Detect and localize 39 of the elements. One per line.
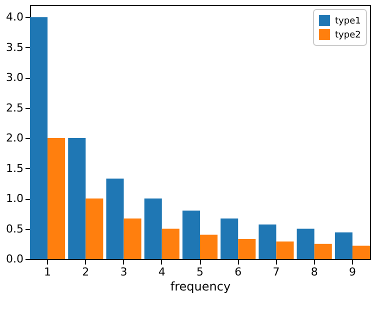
bar — [276, 241, 294, 259]
bar — [124, 218, 142, 259]
bar — [68, 138, 86, 259]
y-tick-label: 2.0 — [6, 132, 24, 145]
bar — [162, 228, 180, 259]
y-tick-label: 0.0 — [6, 252, 24, 266]
y-tick-label: 1.5 — [6, 162, 24, 175]
bar — [258, 224, 276, 259]
bar — [352, 246, 370, 259]
bar — [314, 244, 332, 259]
x-tick-label: 3 — [120, 266, 128, 278]
bar — [144, 198, 162, 259]
x-tick-label: 9 — [348, 266, 356, 278]
bar — [334, 232, 352, 259]
x-tick-label: 8 — [310, 266, 318, 278]
y-tick-label: 1.0 — [6, 192, 24, 206]
x-tick-label: 1 — [44, 266, 52, 278]
bar — [296, 228, 314, 259]
x-tick-label: 2 — [82, 266, 90, 278]
bar — [30, 17, 48, 259]
bar — [86, 198, 104, 259]
bar — [220, 218, 238, 259]
y-tick-label: 2.5 — [6, 101, 24, 114]
bar — [200, 234, 218, 259]
x-tick-label: 7 — [272, 266, 280, 278]
y-tick-label: 0.5 — [6, 222, 24, 236]
bar — [106, 178, 124, 259]
bar — [238, 239, 256, 259]
legend-label: type2 — [335, 30, 361, 40]
bar — [48, 138, 66, 259]
x-tick-label: 6 — [234, 266, 242, 278]
y-tick-label: 4.0 — [6, 10, 24, 24]
y-tick-label: 3.0 — [6, 71, 24, 84]
x-tick-label: 4 — [158, 266, 166, 278]
x-tick-label: 5 — [196, 266, 204, 278]
bar — [182, 210, 200, 259]
x-axis-title: frequency — [170, 280, 231, 294]
legend-label: type1 — [335, 16, 361, 26]
y-tick-label: 3.5 — [6, 40, 24, 54]
